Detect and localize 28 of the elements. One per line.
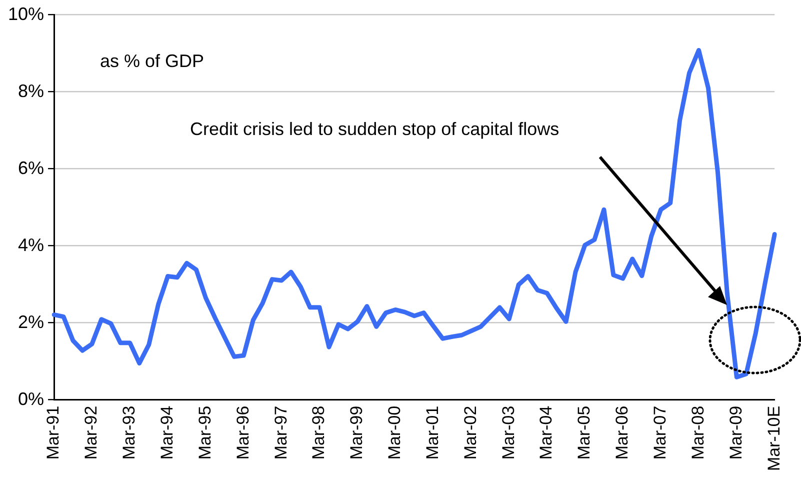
x-tick-label: Mar-99 xyxy=(347,406,366,460)
x-tick-label: Mar-94 xyxy=(157,406,176,460)
y-tick-label: 10% xyxy=(8,4,44,24)
x-tick-label: Mar-09 xyxy=(726,406,746,460)
x-tick-label: Mar-04 xyxy=(536,406,556,460)
x-tick-label: Mar-92 xyxy=(82,406,101,460)
x-tick-label: Mar-93 xyxy=(120,406,139,460)
y-tick-label: 0% xyxy=(18,388,44,409)
x-tick-label: Mar-91 xyxy=(44,406,63,460)
x-tick-label: Mar-00 xyxy=(385,406,404,460)
x-tick-label: Mar-97 xyxy=(271,406,290,460)
y-tick-label: 6% xyxy=(18,158,44,178)
x-tick-label: Mar-08 xyxy=(688,406,708,460)
x-tick-label: Mar-07 xyxy=(650,406,670,460)
x-tick-label: Mar-05 xyxy=(574,406,594,460)
annotation: Credit crisis led to sudden stop of capital flows xyxy=(190,118,560,139)
x-tick-label: Mar-03 xyxy=(498,406,518,460)
annotation: as % of GDP xyxy=(100,50,204,71)
x-tick-label: Mar-06 xyxy=(612,406,632,460)
x-tick-label: Mar-01 xyxy=(422,406,442,460)
x-tick-label: Mar-95 xyxy=(195,406,214,460)
x-tick-label: Mar-10E xyxy=(764,406,784,471)
x-tick-label: Mar-96 xyxy=(233,406,252,460)
y-tick-label: 2% xyxy=(18,312,44,332)
y-tick-label: 4% xyxy=(18,234,44,255)
x-tick-label: Mar-02 xyxy=(460,406,480,460)
x-tick-label: Mar-98 xyxy=(309,406,328,460)
y-tick-label: 8% xyxy=(18,80,44,101)
